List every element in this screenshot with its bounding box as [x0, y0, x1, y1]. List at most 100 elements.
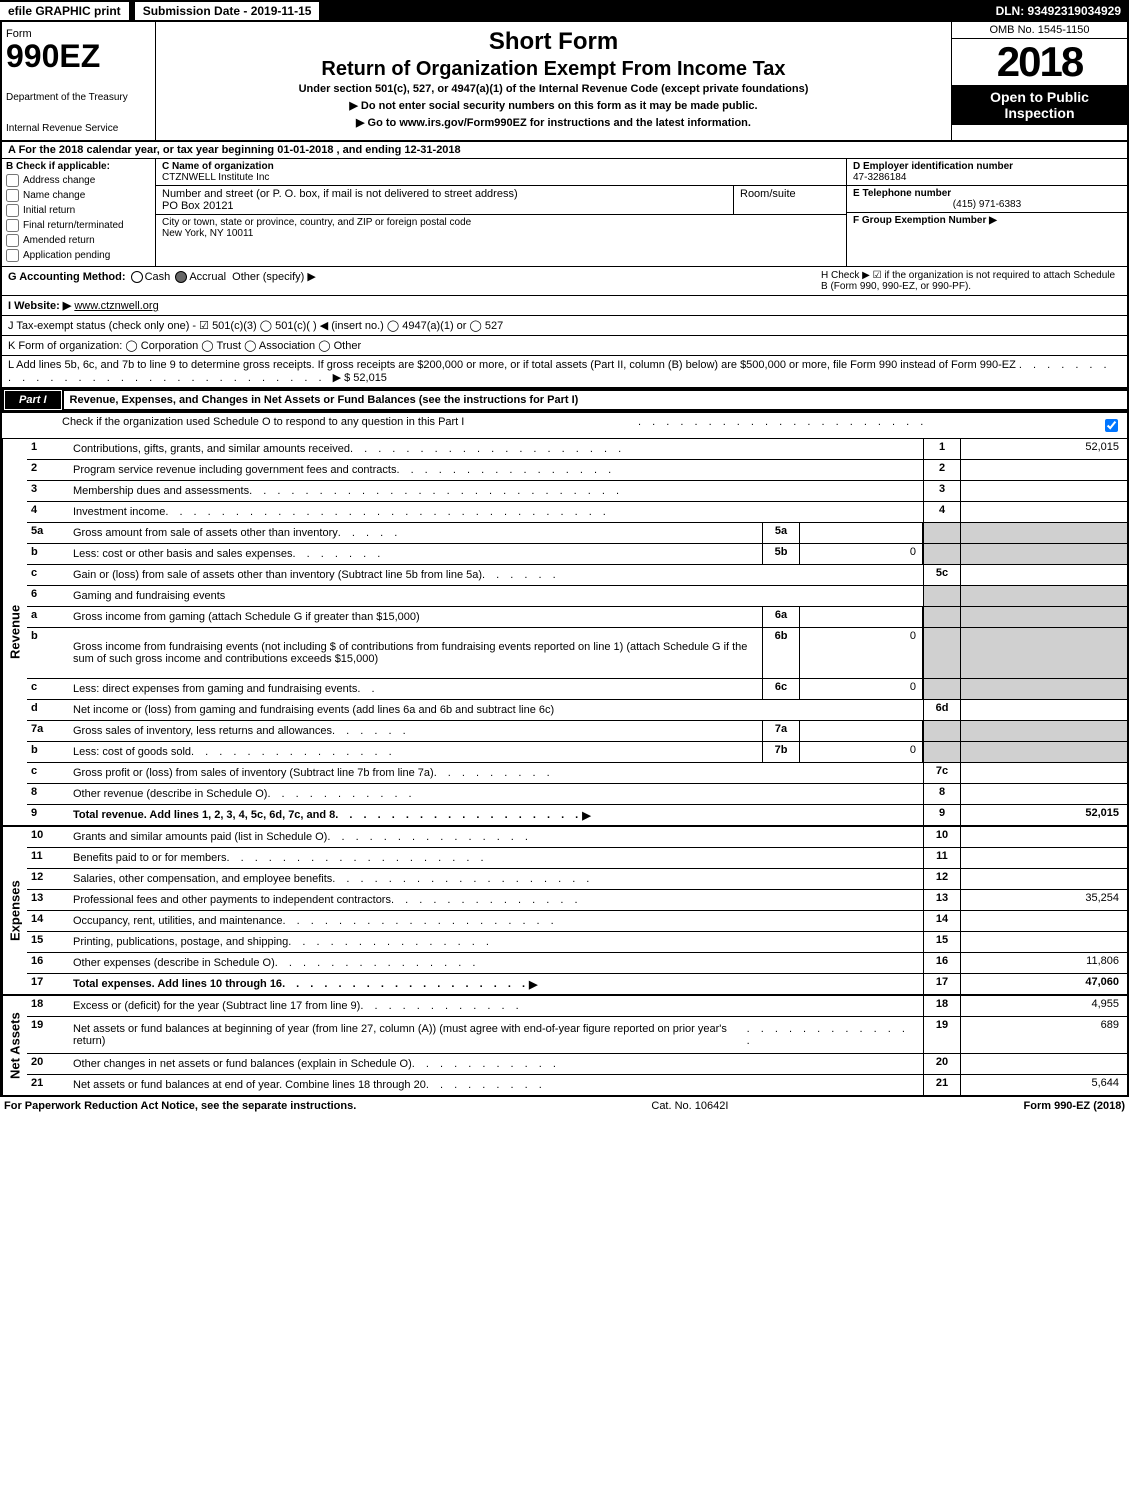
- grey6: [923, 586, 960, 606]
- g-label: G Accounting Method:: [8, 271, 126, 283]
- d10: Grants and similar amounts paid (list in…: [73, 831, 327, 843]
- side-netassets: Net Assets: [2, 996, 27, 1095]
- b5c: 5c: [923, 565, 960, 585]
- right-info: D Employer identification number 47-3286…: [847, 159, 1127, 266]
- n3: 3: [27, 481, 69, 501]
- info-block: B Check if applicable: Address change Na…: [0, 159, 1129, 267]
- line-6d: dNet income or (loss) from gaming and fu…: [27, 700, 1127, 721]
- header-center: Short Form Return of Organization Exempt…: [156, 22, 952, 140]
- sv7b: 0: [800, 742, 923, 762]
- b11: 11: [923, 848, 960, 868]
- line-6a: aGross income from gaming (attach Schedu…: [27, 607, 1127, 628]
- radio-cash[interactable]: [131, 271, 143, 283]
- line-11: 11Benefits paid to or for members . . . …: [27, 848, 1127, 869]
- line-12: 12Salaries, other compensation, and empl…: [27, 869, 1127, 890]
- period-prefix: A For the 2018 calendar year, or tax yea…: [8, 144, 274, 156]
- netassets-lines: 18Excess or (deficit) for the year (Subt…: [27, 996, 1127, 1095]
- website-link[interactable]: www.ctznwell.org: [74, 300, 158, 312]
- check-amended[interactable]: Amended return: [6, 234, 151, 247]
- b12: 12: [923, 869, 960, 889]
- subtitle: Under section 501(c), 527, or 4947(a)(1)…: [162, 83, 945, 95]
- check-name[interactable]: Name change: [6, 189, 151, 202]
- check-final[interactable]: Final return/terminated: [6, 219, 151, 232]
- org-name: CTZNWELL Institute Inc: [162, 172, 840, 183]
- n2: 2: [27, 460, 69, 480]
- b15: 15: [923, 932, 960, 952]
- v20: [960, 1054, 1127, 1074]
- b4: 4: [923, 502, 960, 522]
- sv5b: 0: [800, 544, 923, 564]
- revenue-lines: 1Contributions, gifts, grants, and simil…: [27, 439, 1127, 825]
- grey5b: [923, 544, 960, 564]
- b19: 19: [923, 1017, 960, 1053]
- part1-bar: Part I Revenue, Expenses, and Changes in…: [0, 388, 1129, 413]
- n5c: c: [27, 565, 69, 585]
- line-6: 6Gaming and fundraising events: [27, 586, 1127, 607]
- l-text-content: L Add lines 5b, 6c, and 7b to line 9 to …: [8, 359, 1016, 371]
- row-g-h: G Accounting Method: Cash Accrual Other …: [0, 267, 1129, 296]
- v11: [960, 848, 1127, 868]
- n13: 13: [27, 890, 69, 910]
- line-8: 8Other revenue (describe in Schedule O) …: [27, 784, 1127, 805]
- period-mid: , and ending: [337, 144, 402, 156]
- v14: [960, 911, 1127, 931]
- b8: 8: [923, 784, 960, 804]
- d-label: D Employer identification number: [853, 161, 1121, 172]
- check-initial-label: Initial return: [23, 205, 75, 216]
- submission-date: Submission Date - 2019-11-15: [133, 0, 322, 22]
- n16: 16: [27, 953, 69, 973]
- gv6: [960, 586, 1127, 606]
- b18: 18: [923, 996, 960, 1016]
- d7c: Gross profit or (loss) from sales of inv…: [73, 767, 434, 779]
- n1: 1: [27, 439, 69, 459]
- b21: 21: [923, 1075, 960, 1095]
- instructions-link[interactable]: ▶ Go to www.irs.gov/Form990EZ for instru…: [162, 116, 945, 129]
- radio-accrual[interactable]: [175, 271, 187, 283]
- d7b: Less: cost of goods sold: [73, 746, 191, 758]
- line-20: 20Other changes in net assets or fund ba…: [27, 1054, 1127, 1075]
- sv6c: 0: [800, 679, 923, 699]
- header-left: Form 990EZ Department of the Treasury In…: [2, 22, 156, 140]
- form-code: 990EZ: [6, 40, 151, 72]
- part1-check-text: Check if the organization used Schedule …: [62, 416, 464, 435]
- part1-checkbox[interactable]: [1105, 419, 1118, 432]
- j-tax-exempt: J Tax-exempt status (check only one) - ☑…: [8, 319, 1121, 332]
- v15: [960, 932, 1127, 952]
- line-17: 17Total expenses. Add lines 10 through 1…: [27, 974, 1127, 994]
- n21: 21: [27, 1075, 69, 1095]
- n6d: d: [27, 700, 69, 720]
- n6b: b: [27, 628, 69, 678]
- form-header: Form 990EZ Department of the Treasury In…: [0, 22, 1129, 142]
- line-6b: bGross income from fundraising events (n…: [27, 628, 1127, 679]
- d6c: Less: direct expenses from gaming and fu…: [73, 683, 357, 695]
- d5b: Less: cost or other basis and sales expe…: [73, 548, 293, 560]
- b2: 2: [923, 460, 960, 480]
- gv6a: [960, 607, 1127, 627]
- row-k: K Form of organization: ◯ Corporation ◯ …: [0, 336, 1129, 356]
- gv6c: [960, 679, 1127, 699]
- n5b: b: [27, 544, 69, 564]
- gv7a: [960, 721, 1127, 741]
- s6a: 6a: [762, 607, 800, 627]
- v3: [960, 481, 1127, 501]
- period-row: A For the 2018 calendar year, or tax yea…: [0, 142, 1129, 159]
- b1: 1: [923, 439, 960, 459]
- s7b: 7b: [762, 742, 800, 762]
- s7a: 7a: [762, 721, 800, 741]
- part1-check-note: Check if the organization used Schedule …: [0, 413, 1129, 439]
- opt-accrual: Accrual: [189, 271, 226, 283]
- n4: 4: [27, 502, 69, 522]
- v9: 52,015: [960, 805, 1127, 825]
- room-cell: Room/suite: [734, 186, 846, 214]
- d4: Investment income: [73, 506, 165, 518]
- phone-value: (415) 971-6383: [853, 199, 1121, 210]
- efile-button[interactable]: efile GRAPHIC print: [0, 2, 129, 20]
- check-pending[interactable]: Application pending: [6, 249, 151, 262]
- check-address[interactable]: Address change: [6, 174, 151, 187]
- line-13: 13Professional fees and other payments t…: [27, 890, 1127, 911]
- k-form-org: K Form of organization: ◯ Corporation ◯ …: [8, 339, 1121, 352]
- g-accounting: G Accounting Method: Cash Accrual Other …: [8, 270, 821, 283]
- n14: 14: [27, 911, 69, 931]
- grey7b: [923, 742, 960, 762]
- check-initial[interactable]: Initial return: [6, 204, 151, 217]
